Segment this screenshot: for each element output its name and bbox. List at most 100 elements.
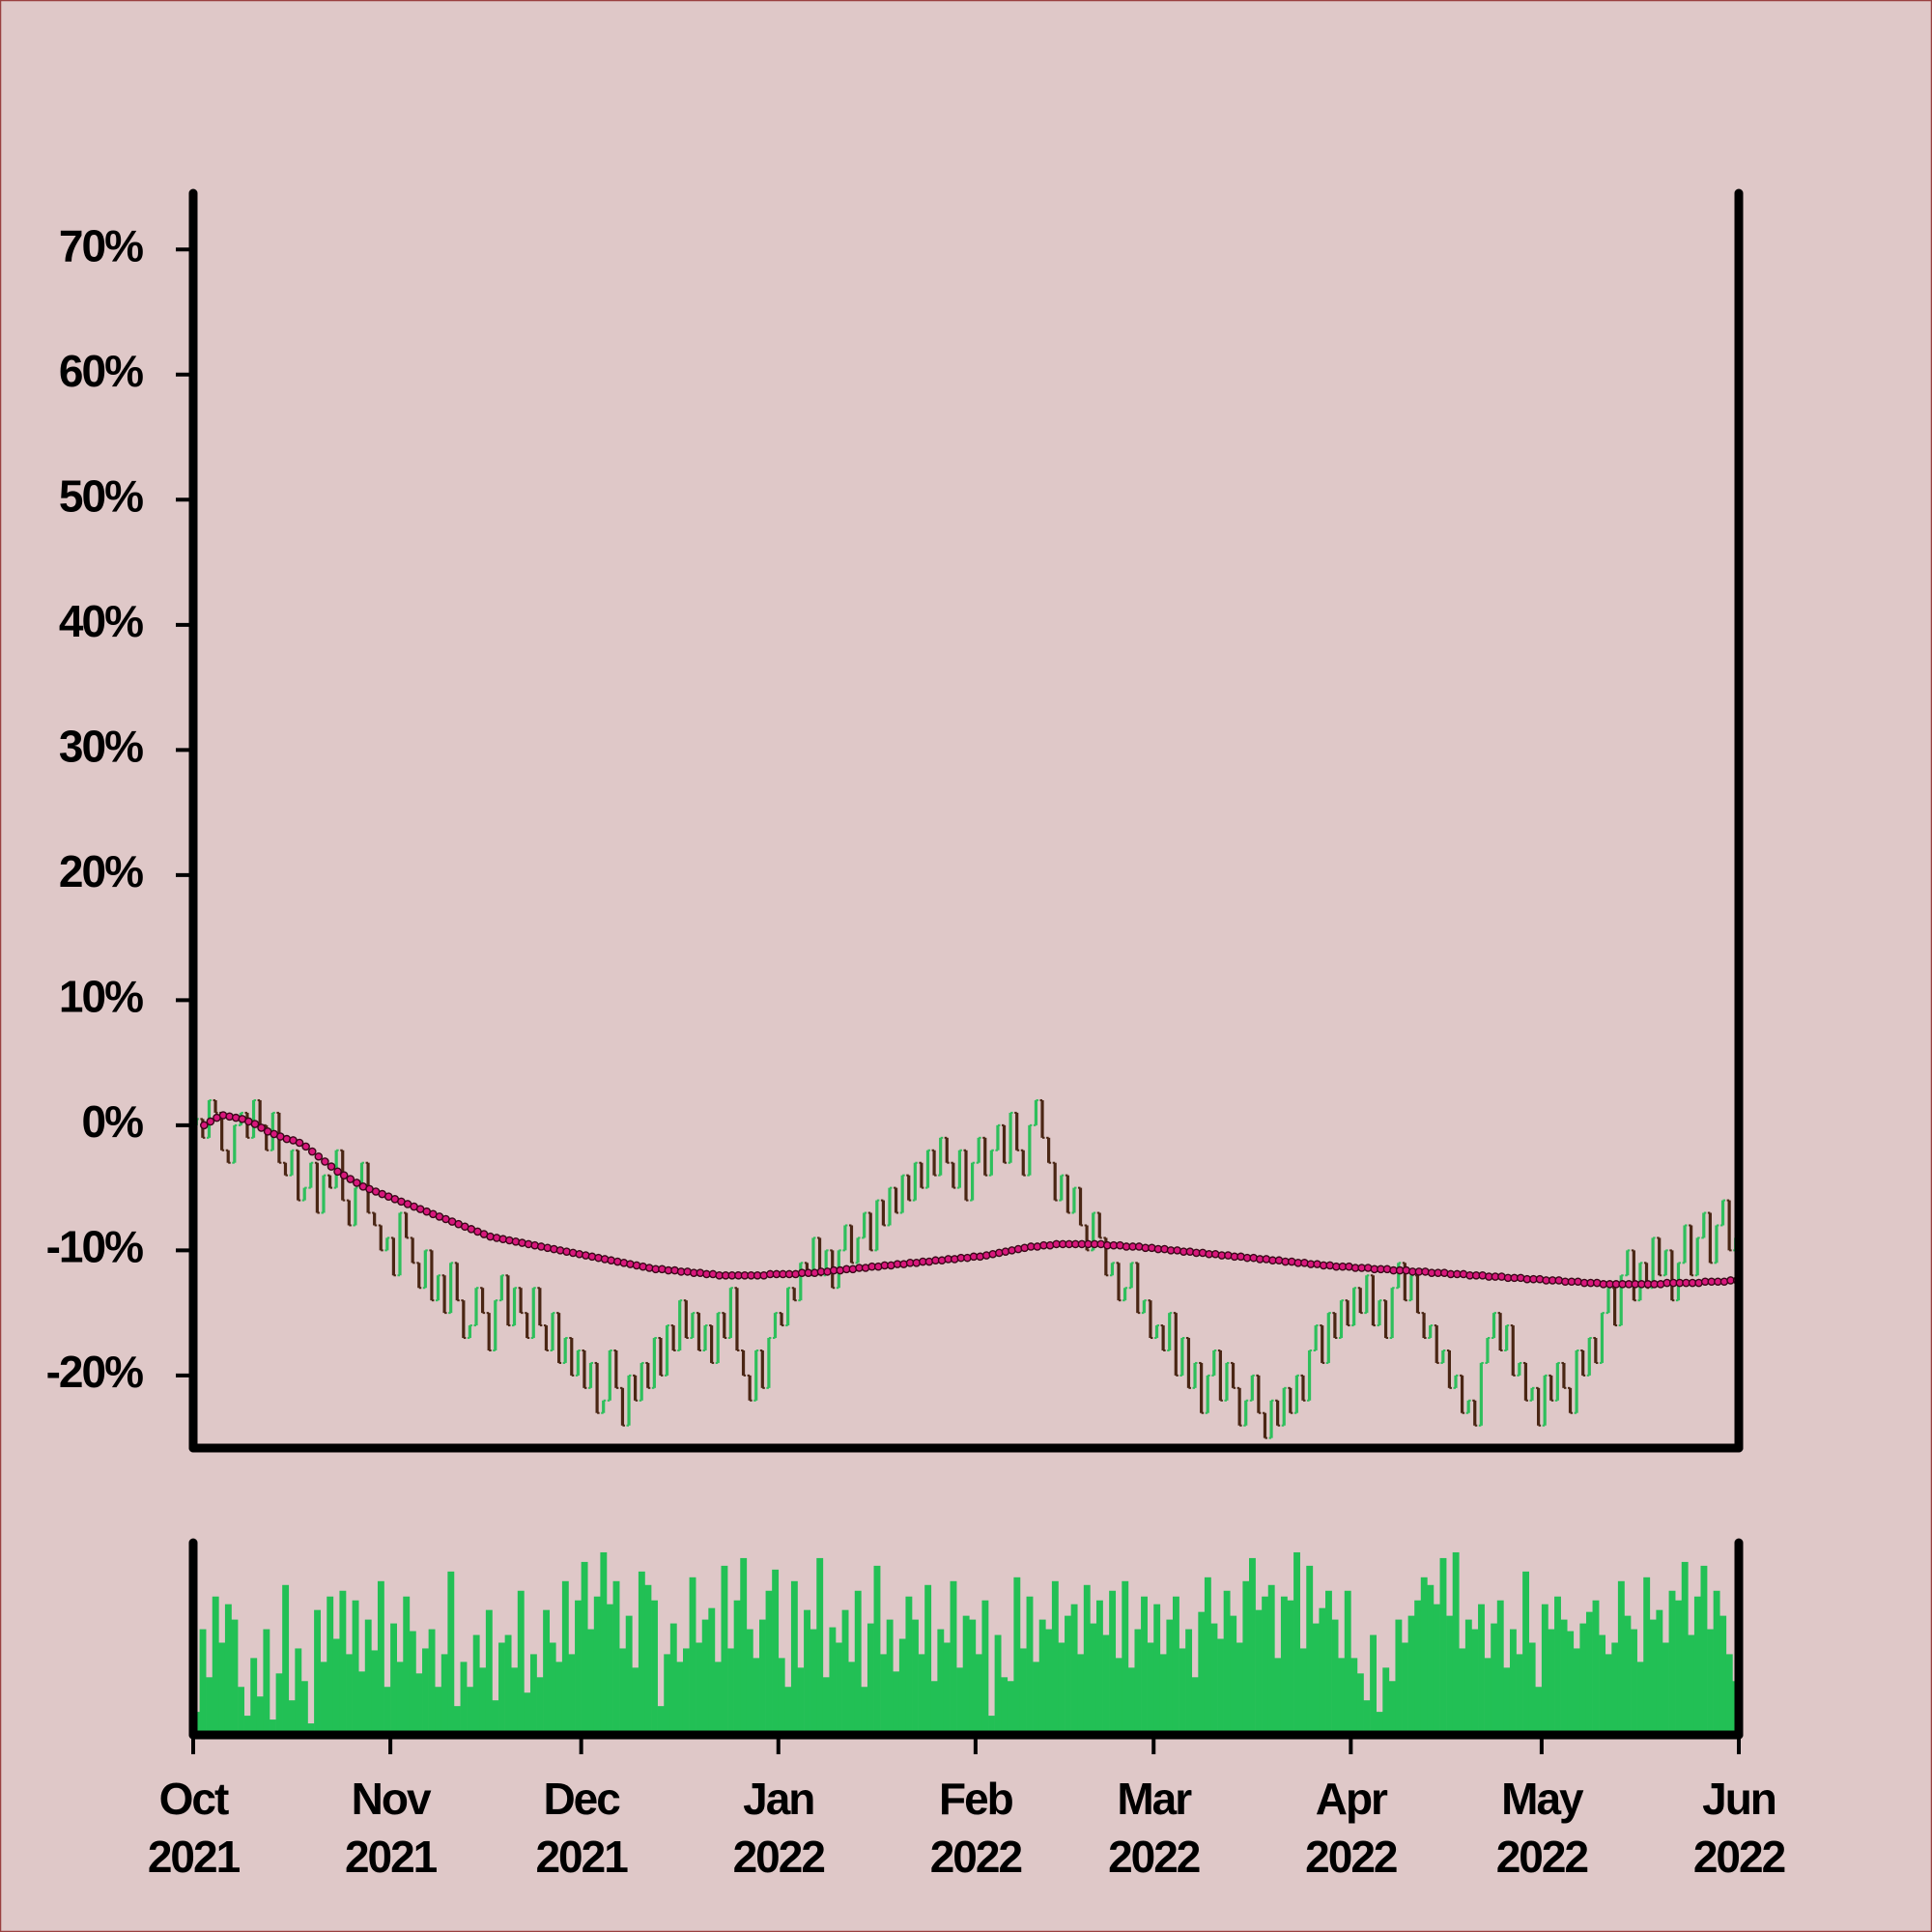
ohlc-bar xyxy=(779,1312,784,1327)
ohlc-bar xyxy=(225,1149,231,1164)
volume-bar xyxy=(1344,1590,1351,1735)
volume-bar xyxy=(1204,1577,1211,1735)
volume-bar xyxy=(701,1619,709,1735)
ohlc-bar xyxy=(1020,1149,1026,1177)
ohlc-bar xyxy=(537,1287,543,1327)
volume-bar xyxy=(778,1658,785,1735)
volume-bar xyxy=(1217,1638,1224,1735)
y-tick-label: 30% xyxy=(59,721,143,771)
volume-bar xyxy=(905,1596,913,1735)
volume-bar xyxy=(517,1590,525,1735)
ohlc-bar xyxy=(1478,1361,1484,1427)
volume-bar xyxy=(664,1654,671,1735)
volume-bar xyxy=(1293,1551,1300,1735)
volume-bar xyxy=(1464,1619,1472,1735)
ohlc-bar xyxy=(282,1161,288,1177)
volume-bar xyxy=(733,1600,741,1735)
volume-bar xyxy=(1083,1584,1091,1735)
y-tick-label: 50% xyxy=(59,470,143,521)
ohlc-bar xyxy=(1357,1287,1363,1315)
ohlc-bar xyxy=(1714,1224,1719,1264)
ohlc-bar xyxy=(1465,1399,1471,1414)
ohlc-bar xyxy=(1039,1098,1045,1139)
ohlc-bar xyxy=(1307,1349,1313,1402)
moving-average-dot xyxy=(301,1142,310,1151)
volume-bar xyxy=(199,1629,207,1735)
volume-bar xyxy=(644,1584,652,1735)
volume-bar xyxy=(898,1638,906,1735)
volume-bar xyxy=(390,1623,397,1735)
volume-bar xyxy=(854,1590,862,1735)
volume-bar xyxy=(880,1654,887,1735)
volume-bar xyxy=(1153,1604,1161,1735)
ohlc-bar xyxy=(1370,1274,1376,1327)
ohlc-bar xyxy=(473,1287,479,1327)
ohlc-bar xyxy=(759,1349,765,1389)
volume-bar xyxy=(1707,1629,1714,1735)
ohlc-bar xyxy=(1288,1386,1293,1414)
volume-bar xyxy=(1249,1557,1256,1735)
volume-bar xyxy=(1605,1654,1612,1735)
volume-bar xyxy=(1013,1577,1021,1735)
ohlc-bar xyxy=(550,1312,555,1351)
volume-bar xyxy=(790,1580,798,1735)
volume-bar xyxy=(861,1687,868,1735)
y-tick-label: 70% xyxy=(59,220,143,270)
ohlc-bar xyxy=(461,1299,467,1340)
volume-bar xyxy=(568,1654,576,1735)
ohlc-bar xyxy=(658,1337,664,1377)
ohlc-bar xyxy=(1554,1361,1560,1402)
ohlc-bar xyxy=(734,1287,740,1351)
volume-bar xyxy=(1122,1580,1129,1735)
volume-bar xyxy=(600,1551,608,1735)
ohlc-bar xyxy=(938,1136,944,1177)
volume-bar xyxy=(472,1634,480,1735)
volume-bar xyxy=(1528,1642,1536,1735)
ohlc-bar xyxy=(619,1386,625,1427)
volume-bar xyxy=(1007,1681,1014,1735)
volume-bar xyxy=(536,1677,544,1735)
volume-bar xyxy=(638,1571,645,1735)
volume-bar xyxy=(243,1716,251,1735)
ohlc-bar xyxy=(569,1337,575,1377)
volume-bar xyxy=(1070,1604,1078,1735)
volume-bar xyxy=(1172,1596,1179,1735)
volume-bar xyxy=(422,1648,429,1735)
ohlc-bar xyxy=(435,1274,440,1302)
volume-bar xyxy=(930,1681,938,1735)
volume-bar xyxy=(352,1600,359,1735)
volume-bar xyxy=(873,1565,881,1735)
ohlc-bar xyxy=(397,1211,403,1277)
volume-bar xyxy=(1484,1658,1492,1735)
y-tick-label: 40% xyxy=(59,596,143,646)
ohlc-bar xyxy=(931,1149,937,1177)
ohlc-bar xyxy=(308,1161,314,1189)
y-tick-label: -20% xyxy=(46,1347,143,1397)
moving-average-dot xyxy=(321,1157,329,1166)
volume-bar xyxy=(1491,1623,1498,1735)
ohlc-bar xyxy=(1364,1274,1370,1315)
ohlc-bar xyxy=(1485,1337,1491,1364)
ohlc-bar xyxy=(970,1161,976,1202)
volume-bar xyxy=(479,1667,487,1735)
volume-bar xyxy=(529,1654,537,1735)
ohlc-bar xyxy=(1568,1386,1574,1414)
moving-average-dot xyxy=(257,1123,266,1132)
volume-bar xyxy=(1274,1658,1282,1735)
ohlc-bar xyxy=(1701,1211,1707,1239)
ohlc-bar xyxy=(422,1249,428,1290)
x-tick-label-month: Oct xyxy=(159,1774,229,1824)
volume-bar xyxy=(893,1671,900,1735)
volume-bar xyxy=(1382,1667,1390,1735)
volume-bar xyxy=(1236,1642,1243,1735)
volume-bar xyxy=(1102,1634,1110,1735)
y-tick-label: 60% xyxy=(59,346,143,396)
ohlc-bar xyxy=(696,1312,701,1351)
volume-bar xyxy=(1198,1611,1206,1735)
ohlc-bar xyxy=(1599,1312,1605,1364)
volume-bar xyxy=(212,1596,219,1735)
volume-bar xyxy=(206,1677,213,1735)
volume-bar xyxy=(307,1723,315,1735)
volume-bar xyxy=(765,1590,773,1735)
ohlc-bar xyxy=(1510,1324,1516,1377)
